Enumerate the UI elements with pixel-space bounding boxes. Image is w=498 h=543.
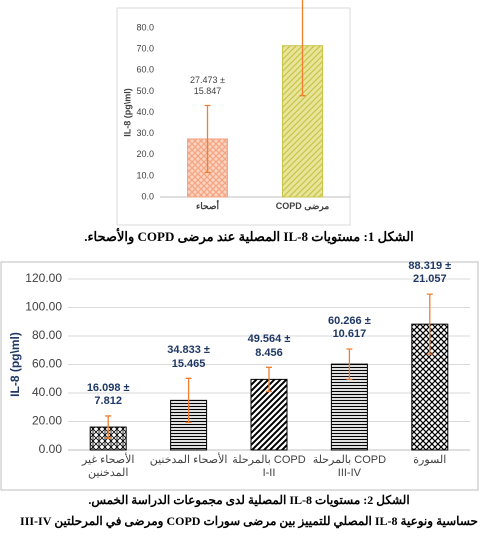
y-tick-label: 40.00	[32, 385, 62, 399]
chart-frame	[0, 261, 479, 491]
y-tick-label: 10.0	[136, 170, 154, 180]
x-tick-label: أصحاء	[196, 201, 219, 211]
x-tick-label: COPD بالمرحلة I-II	[232, 454, 306, 480]
error-bar	[266, 366, 272, 393]
value-label: 16.098 ± 7.812	[86, 381, 130, 408]
y-tick-label: 60.00	[32, 357, 62, 371]
y-tick-label: 60.0	[136, 65, 154, 75]
paragraph: حساسية ونوعية IL-8 المصلي للتمييز بين مر…	[20, 514, 478, 528]
x-tick-label: مرضى COPD	[275, 201, 330, 211]
y-tick-label: 20.0	[136, 149, 154, 159]
y-tick-label: 120.00	[25, 271, 62, 285]
caption: الشكل 1: مستويات IL-8 المصلية عند مرضى C…	[84, 229, 414, 244]
value-label: 49.564 ± 8.456	[247, 333, 291, 359]
caption: الشكل 2: مستويات IL-8 المصلية لدى مجموعا…	[88, 493, 410, 507]
error-bar	[204, 104, 211, 174]
value-label: 34.833 ± 15.465	[167, 344, 210, 370]
error-bar	[299, 0, 306, 97]
y-tick-label: 100.00	[25, 300, 62, 314]
error-bar	[185, 377, 192, 424]
x-tick-label: الأصحاء المدخنين	[149, 454, 228, 466]
y-axis-label: IL-8 (pg\ml)	[122, 88, 132, 137]
y-tick-label: 20.00	[32, 414, 62, 428]
error-bar	[426, 293, 433, 355]
value-label: 60.266 ± 10.617	[328, 314, 371, 341]
y-axis-label: IL-8 (pg\ml)	[8, 332, 22, 397]
y-tick-label: 80.0	[136, 22, 154, 32]
chart-frame	[116, 7, 351, 226]
y-tick-label: 0.00	[39, 442, 63, 456]
x-tick-label: COPD بالمرحلة III-IV	[312, 454, 387, 480]
y-tick-label: 40.0	[136, 107, 154, 117]
value-label: 88.319 ± 21.057	[408, 260, 452, 286]
x-tick-label: السورة	[413, 454, 447, 466]
y-tick-label: 30.0	[136, 128, 154, 138]
y-tick-label: 50.0	[136, 86, 154, 96]
error-bar	[105, 415, 112, 439]
value-label: 27.473 ± 15.847	[190, 75, 225, 97]
y-tick-label: 70.0	[136, 44, 154, 54]
error-bar	[346, 348, 353, 380]
x-tick-label: الأصحاء غير المدخنين	[81, 454, 135, 480]
y-tick-label: 80.00	[32, 328, 62, 342]
y-tick-label: 0.0	[141, 191, 154, 201]
